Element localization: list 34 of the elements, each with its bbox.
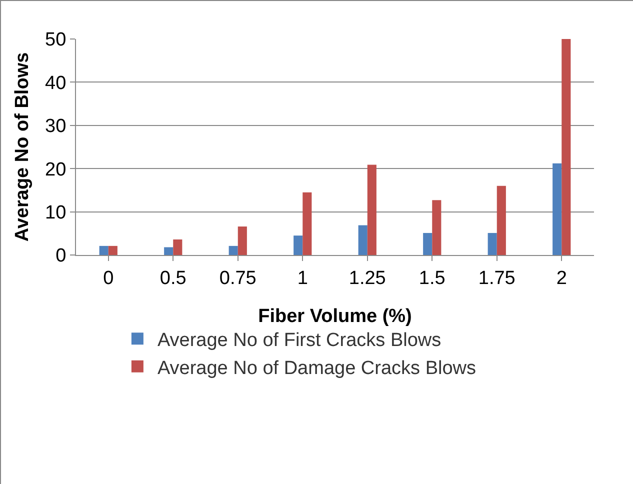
bar bbox=[173, 239, 182, 255]
bar bbox=[367, 164, 376, 255]
x-tick-label: 0 bbox=[103, 268, 114, 289]
bar bbox=[294, 236, 303, 255]
bar bbox=[358, 225, 368, 255]
legend-label: Average No of First Cracks Blows bbox=[157, 330, 442, 352]
x-tick-label: 0.75 bbox=[219, 268, 256, 289]
bar bbox=[228, 246, 238, 255]
y-tick-label: 20 bbox=[45, 159, 66, 180]
x-tick-label: 1.75 bbox=[478, 268, 516, 289]
bar bbox=[552, 163, 562, 255]
x-axis-title: Fiber Volume (%) bbox=[258, 306, 412, 327]
x-tick-label: 2 bbox=[556, 268, 567, 289]
bar bbox=[302, 192, 312, 255]
y-tick-label: 10 bbox=[45, 202, 66, 224]
y-tick-label: 30 bbox=[45, 116, 66, 138]
bar bbox=[562, 39, 571, 255]
x-tick-label: 1.5 bbox=[418, 268, 446, 289]
bar bbox=[432, 200, 442, 255]
bar bbox=[99, 246, 108, 255]
y-tick-label: 50 bbox=[45, 30, 66, 51]
x-tick-label: 1.25 bbox=[348, 268, 386, 289]
bar bbox=[108, 246, 118, 255]
bar bbox=[164, 247, 174, 255]
y-tick-label: 40 bbox=[45, 72, 66, 94]
x-tick-label: 0.5 bbox=[160, 268, 186, 289]
y-axis-title: Average No of Blows bbox=[12, 52, 33, 242]
bar bbox=[496, 186, 506, 255]
bar bbox=[488, 232, 497, 255]
bar bbox=[423, 232, 432, 255]
x-tick-label: 1 bbox=[297, 268, 308, 289]
y-tick-label: 0 bbox=[56, 246, 66, 267]
bar bbox=[238, 226, 247, 255]
legend-label: Average No of Damage Cracks Blows bbox=[157, 358, 476, 379]
